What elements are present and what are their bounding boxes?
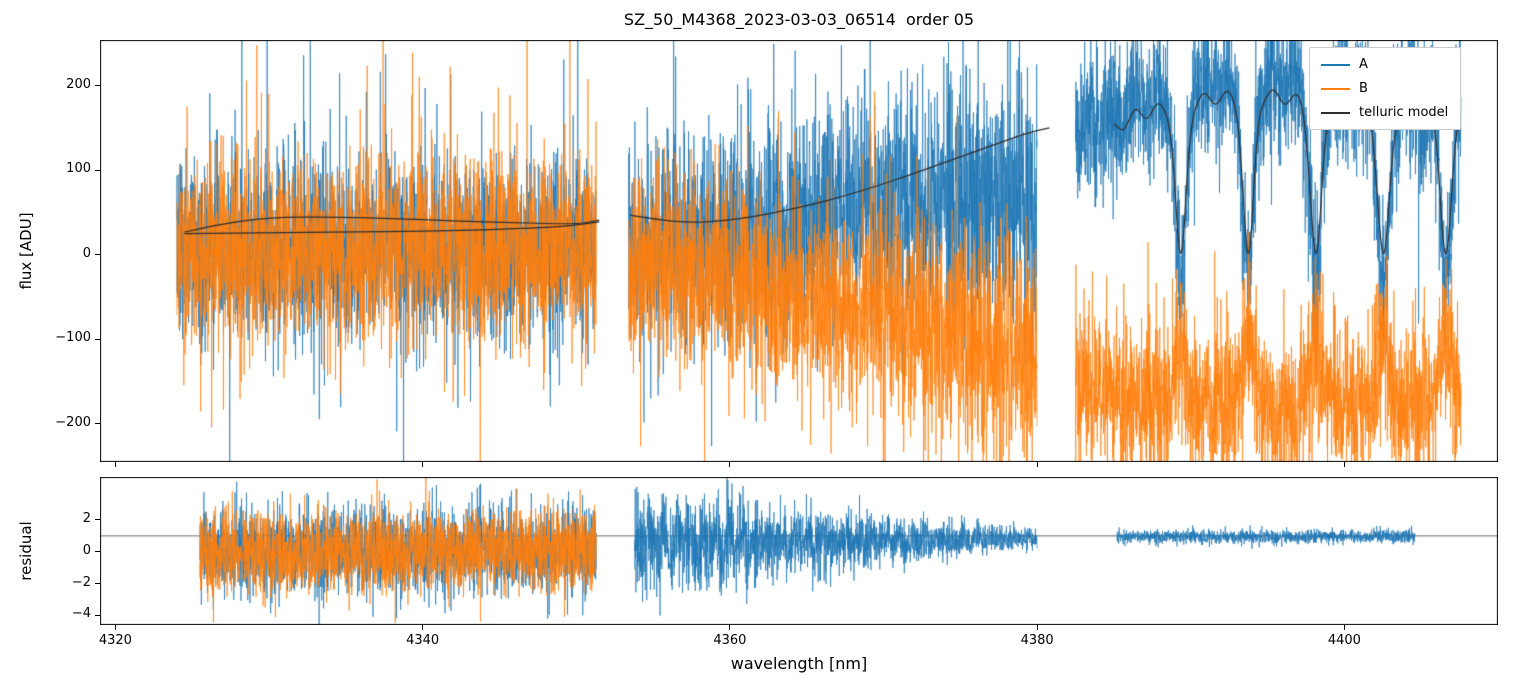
y-tick-mark bbox=[95, 551, 100, 553]
y-tick-mark bbox=[95, 614, 100, 616]
x-tick-label: 4400 bbox=[1327, 633, 1361, 648]
x-tick-mark bbox=[422, 462, 424, 467]
y-tick-label: 200 bbox=[66, 76, 91, 92]
x-tick-mark bbox=[1036, 625, 1038, 630]
y-tick-label: −100 bbox=[55, 330, 91, 346]
y-tick-mark bbox=[95, 519, 100, 521]
x-tick-mark bbox=[1343, 462, 1345, 467]
x-tick-mark bbox=[1343, 625, 1345, 630]
chart-title: SZ_50_M4368_2023-03-03_06514 order 05 bbox=[623, 10, 975, 29]
x-tick-label: 4360 bbox=[713, 633, 747, 648]
y-tick-mark bbox=[95, 583, 100, 585]
residual-plot-canvas bbox=[100, 477, 1498, 625]
legend-label-a: A bbox=[1359, 57, 1368, 72]
legend-entry-a: A bbox=[1321, 57, 1448, 72]
y-tick-label: 100 bbox=[66, 161, 91, 177]
x-tick-label: 4340 bbox=[406, 633, 440, 648]
y-tick-label: −4 bbox=[71, 606, 91, 622]
y-tick-mark bbox=[95, 169, 100, 171]
residual-panel bbox=[100, 477, 1498, 625]
series-a-line-swatch bbox=[1321, 63, 1350, 66]
y-tick-label: −2 bbox=[71, 574, 91, 590]
series-b-line-swatch bbox=[1321, 87, 1350, 90]
y-tick-label: 0 bbox=[82, 542, 91, 558]
x-tick-label: 4380 bbox=[1020, 633, 1054, 648]
x-tick-mark bbox=[729, 625, 731, 630]
legend-label-telluric-model: telluric model bbox=[1359, 105, 1449, 120]
x-tick-mark bbox=[114, 625, 116, 630]
y-tick-mark bbox=[95, 338, 100, 340]
x-tick-mark bbox=[114, 462, 116, 467]
y-tick-label: 2 bbox=[82, 510, 91, 526]
y-tick-mark bbox=[95, 254, 100, 256]
x-tick-mark bbox=[422, 625, 424, 630]
x-tick-mark bbox=[1036, 462, 1038, 467]
legend: A B telluric model bbox=[1309, 47, 1462, 130]
residual-axis-label: residual bbox=[17, 521, 35, 581]
legend-entry-b: B bbox=[1321, 81, 1448, 96]
y-tick-mark bbox=[95, 423, 100, 425]
flux-plot-canvas bbox=[100, 40, 1498, 462]
flux-panel bbox=[100, 40, 1498, 462]
flux-axis-label: flux [ADU] bbox=[17, 212, 35, 290]
wavelength-axis-label: wavelength [nm] bbox=[730, 654, 868, 673]
y-tick-label: −200 bbox=[55, 414, 91, 430]
x-tick-mark bbox=[729, 462, 731, 467]
legend-entry-telluric-model: telluric model bbox=[1321, 105, 1448, 120]
x-tick-label: 4320 bbox=[98, 633, 132, 648]
y-tick-mark bbox=[95, 85, 100, 87]
y-tick-label: 0 bbox=[82, 245, 91, 261]
telluric-model-line-swatch bbox=[1321, 111, 1350, 114]
legend-label-b: B bbox=[1359, 81, 1368, 96]
